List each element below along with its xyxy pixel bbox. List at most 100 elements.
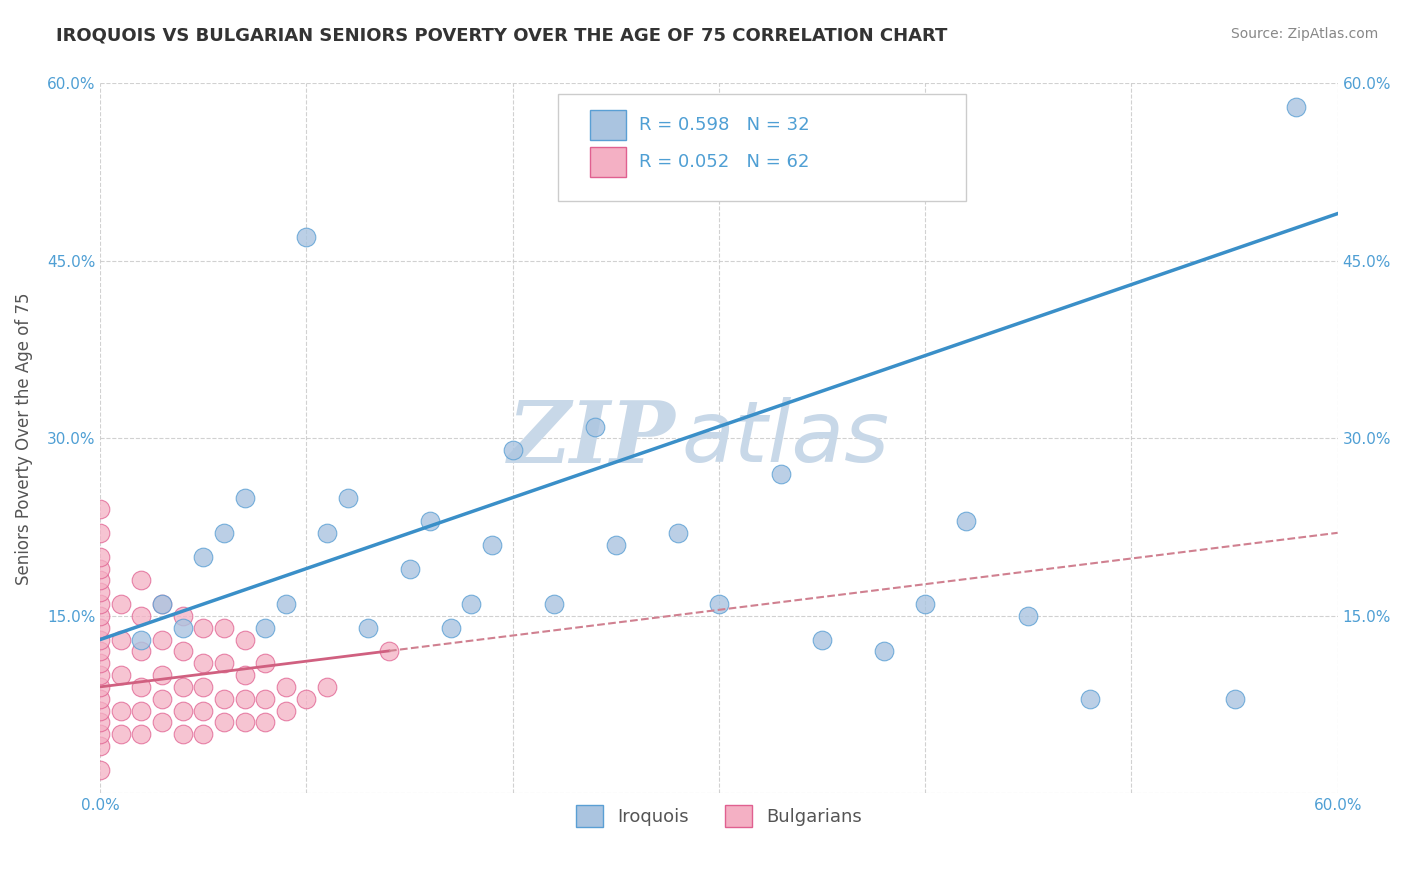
Point [336,491,359,505]
Point [131,608,153,623]
Point [295,230,318,244]
Point [914,597,936,611]
Point [172,727,194,741]
Point [89,763,111,777]
Point [316,526,339,541]
Point [357,621,380,635]
Point [378,644,401,658]
Point [707,597,730,611]
Point [274,680,297,694]
Point [193,704,215,718]
Point [502,443,524,458]
Point [150,691,173,706]
Point [295,691,318,706]
Point [150,632,173,647]
Point [89,656,111,670]
Point [172,621,194,635]
Point [172,644,194,658]
Text: Source: ZipAtlas.com: Source: ZipAtlas.com [1230,27,1378,41]
Point [254,715,277,730]
Point [583,419,606,434]
Point [769,467,792,481]
Point [1017,608,1039,623]
Point [172,704,194,718]
Text: R = 0.598   N = 32: R = 0.598 N = 32 [638,116,808,134]
Point [89,526,111,541]
Point [131,574,153,588]
Point [89,632,111,647]
Point [212,656,235,670]
Point [460,597,482,611]
Point [89,585,111,599]
Point [110,668,132,682]
Point [873,644,896,658]
Point [89,715,111,730]
Point [254,621,277,635]
Point [172,608,194,623]
Point [233,491,256,505]
Point [89,597,111,611]
Point [233,691,256,706]
Point [254,656,277,670]
Point [89,704,111,718]
Point [89,644,111,658]
Point [89,561,111,575]
Point [212,526,235,541]
FancyBboxPatch shape [591,147,626,178]
Point [1285,100,1308,114]
Point [131,632,153,647]
Point [481,538,503,552]
Point [150,715,173,730]
Point [398,561,420,575]
Point [131,680,153,694]
Point [254,691,277,706]
Point [89,668,111,682]
Y-axis label: Seniors Poverty Over the Age of 75: Seniors Poverty Over the Age of 75 [15,293,32,584]
Point [233,632,256,647]
Point [233,715,256,730]
Point [543,597,565,611]
Point [274,704,297,718]
Point [150,668,173,682]
Point [131,727,153,741]
Text: R = 0.052   N = 62: R = 0.052 N = 62 [638,153,808,171]
Point [440,621,463,635]
Point [1223,691,1246,706]
Point [193,727,215,741]
Text: atlas: atlas [682,397,890,480]
Point [110,727,132,741]
Point [955,514,977,528]
Point [89,691,111,706]
Point [89,727,111,741]
Point [274,597,297,611]
Point [233,668,256,682]
Point [131,644,153,658]
FancyBboxPatch shape [558,94,966,201]
Point [419,514,441,528]
Legend: Iroquois, Bulgarians: Iroquois, Bulgarians [568,797,869,834]
Point [89,680,111,694]
FancyBboxPatch shape [591,110,626,139]
Point [89,574,111,588]
Point [110,704,132,718]
Point [150,597,173,611]
Point [110,632,132,647]
Point [316,680,339,694]
Point [1078,691,1101,706]
Point [212,621,235,635]
Point [89,621,111,635]
Point [605,538,627,552]
Text: IROQUOIS VS BULGARIAN SENIORS POVERTY OVER THE AGE OF 75 CORRELATION CHART: IROQUOIS VS BULGARIAN SENIORS POVERTY OV… [56,27,948,45]
Point [89,502,111,516]
Point [666,526,689,541]
Text: ZIP: ZIP [508,397,676,480]
Point [193,680,215,694]
Point [150,597,173,611]
Point [89,608,111,623]
Point [193,656,215,670]
Point [172,680,194,694]
Point [110,597,132,611]
Point [193,621,215,635]
Point [131,704,153,718]
Point [212,691,235,706]
